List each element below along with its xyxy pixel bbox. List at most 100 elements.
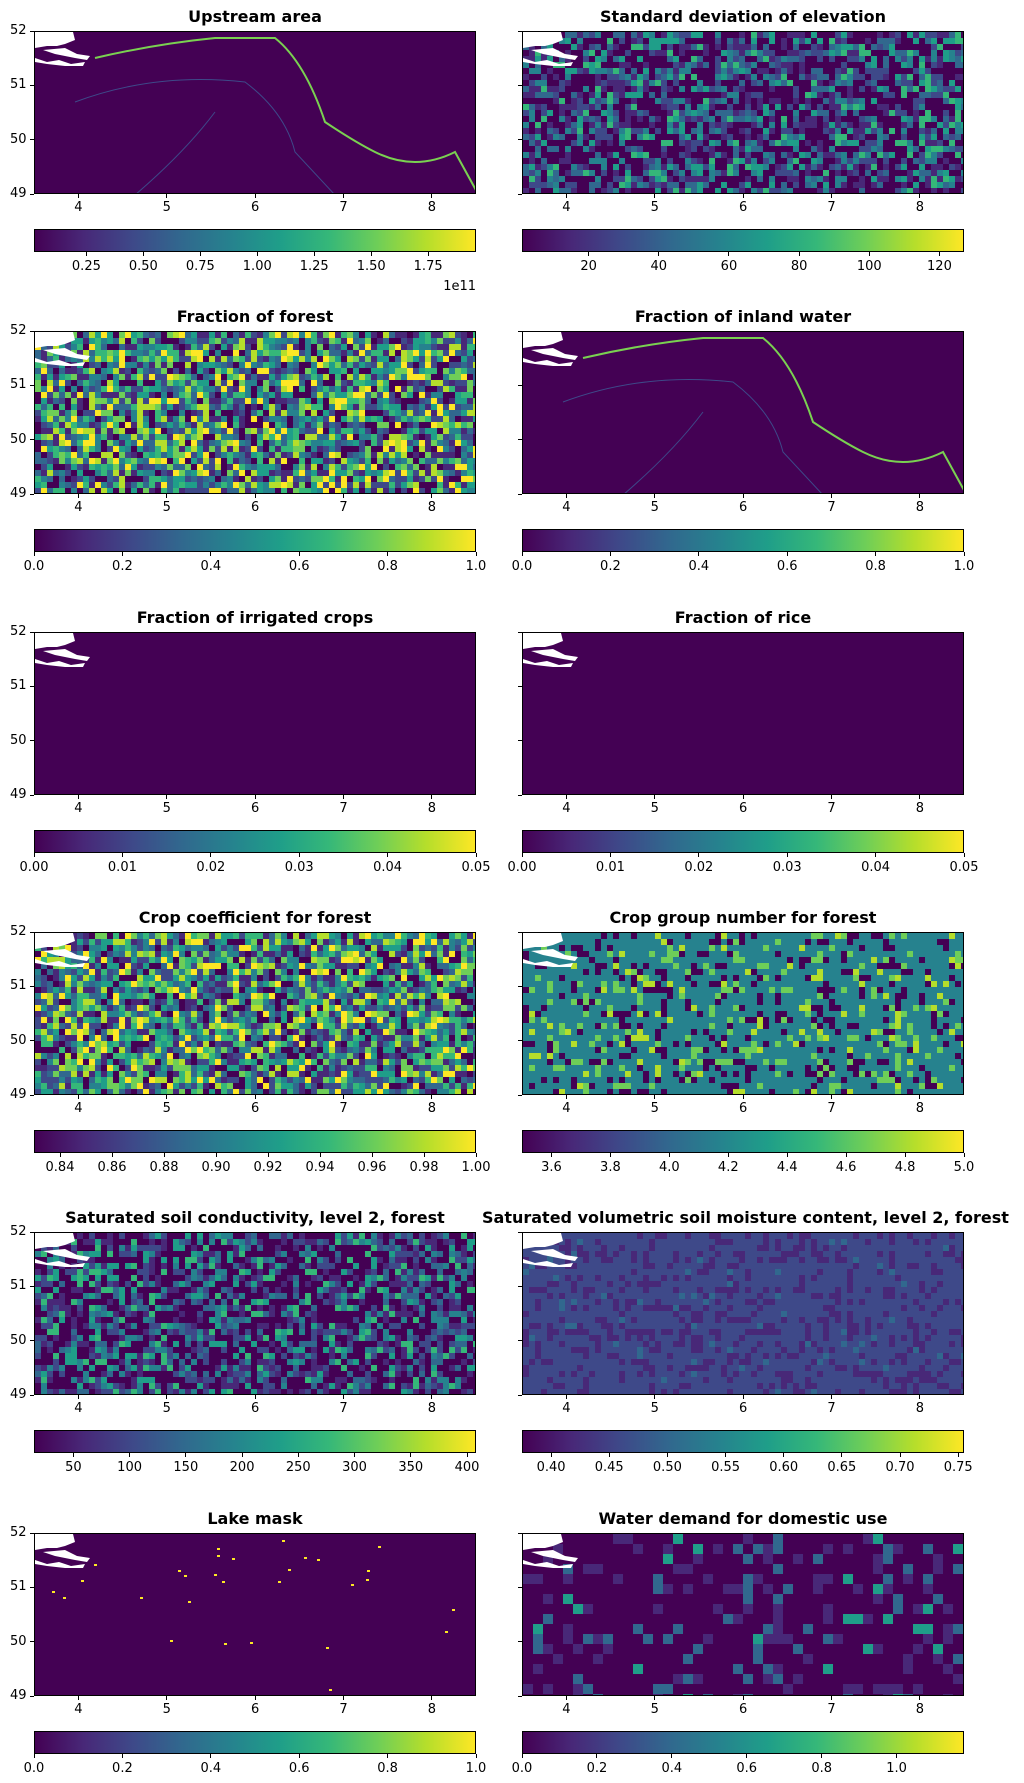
map-cell (341, 368, 347, 374)
map-cell (65, 957, 71, 963)
map-cell (197, 999, 203, 1005)
map-cell (643, 170, 649, 176)
map-cell (197, 416, 203, 422)
map-cell (553, 86, 559, 92)
map-cell (191, 470, 197, 476)
map-cell (601, 50, 607, 56)
map-cell (565, 182, 571, 188)
map-cell (299, 963, 305, 969)
map-cell (95, 1005, 101, 1011)
map-cell (161, 1023, 167, 1029)
map-cell (65, 1041, 71, 1047)
map-cell (185, 963, 191, 969)
map-cell (185, 1053, 191, 1059)
map-cell (101, 464, 107, 470)
map-cell (529, 116, 535, 122)
map-cell (757, 176, 763, 182)
map-cell (727, 164, 733, 170)
map-cell (703, 62, 709, 68)
map-cell (955, 122, 961, 128)
map-cell (185, 933, 191, 939)
map-cell (323, 975, 329, 981)
x-tick-mark (654, 795, 656, 799)
map-cell (697, 170, 703, 176)
map-cell (89, 1017, 95, 1023)
map-cell (455, 933, 461, 939)
map-cell (131, 1083, 137, 1089)
map-cell (35, 416, 41, 422)
map-cell (221, 440, 227, 446)
map-cell (59, 1077, 65, 1083)
map-cell (473, 476, 475, 482)
map-cell (691, 176, 697, 182)
map-cell (107, 951, 113, 957)
map-cell (407, 963, 413, 969)
map-cell (263, 344, 269, 350)
map-cell (263, 470, 269, 476)
map-cell (143, 440, 149, 446)
map-cell (161, 939, 167, 945)
map-cell (155, 458, 161, 464)
map-cell (311, 969, 317, 975)
map-cell (299, 476, 305, 482)
map-cell (293, 398, 299, 404)
map-cell (185, 362, 191, 368)
map-cell (113, 993, 119, 999)
map-cell (59, 1005, 65, 1011)
map-cell (77, 422, 83, 428)
map-cell (95, 404, 101, 410)
map-cell (77, 458, 83, 464)
map-cell (407, 1089, 413, 1094)
map-cell (167, 374, 173, 380)
map-cell (329, 446, 335, 452)
map-cell (137, 1083, 143, 1089)
map-cell (173, 488, 179, 493)
map-cell (365, 392, 371, 398)
map-cell (155, 1065, 161, 1071)
map-cell (335, 344, 341, 350)
map-cell (233, 470, 239, 476)
map-cell (41, 344, 47, 350)
colorbar-tick-label: 0.01 (107, 860, 137, 875)
map-cell (739, 188, 745, 193)
map-cell (179, 416, 185, 422)
map-cell (347, 975, 353, 981)
map-cell (95, 386, 101, 392)
map-cell (155, 1047, 161, 1053)
map-cell (365, 963, 371, 969)
map-cell (71, 1023, 77, 1029)
map-cell (847, 80, 853, 86)
map-cell (239, 368, 245, 374)
map-cell (613, 92, 619, 98)
map-cell (221, 338, 227, 344)
map-cell (221, 386, 227, 392)
map-cell (239, 416, 245, 422)
map-cell (131, 416, 137, 422)
map-cell (239, 446, 245, 452)
map-cell (95, 422, 101, 428)
map-cell (413, 482, 419, 488)
map-cell (59, 386, 65, 392)
map-cell (89, 476, 95, 482)
map-cell (275, 1023, 281, 1029)
map-cell (775, 188, 781, 193)
map-cell (365, 476, 371, 482)
map-cell (937, 170, 943, 176)
map-cell (871, 146, 877, 152)
map-cell (311, 392, 317, 398)
map-cell (817, 74, 823, 80)
map-cell (535, 68, 541, 74)
map-cell (137, 951, 143, 957)
map-cell (745, 146, 751, 152)
map-cell (329, 1083, 335, 1089)
map-cell (173, 1023, 179, 1029)
map-cell (167, 446, 173, 452)
map-cell (425, 410, 431, 416)
map-cell (697, 62, 703, 68)
map-cell (353, 476, 359, 482)
map-cell (667, 44, 673, 50)
map-cell (413, 1023, 419, 1029)
map-cell (949, 86, 955, 92)
map-cell (317, 1023, 323, 1029)
map-cell (811, 80, 817, 86)
